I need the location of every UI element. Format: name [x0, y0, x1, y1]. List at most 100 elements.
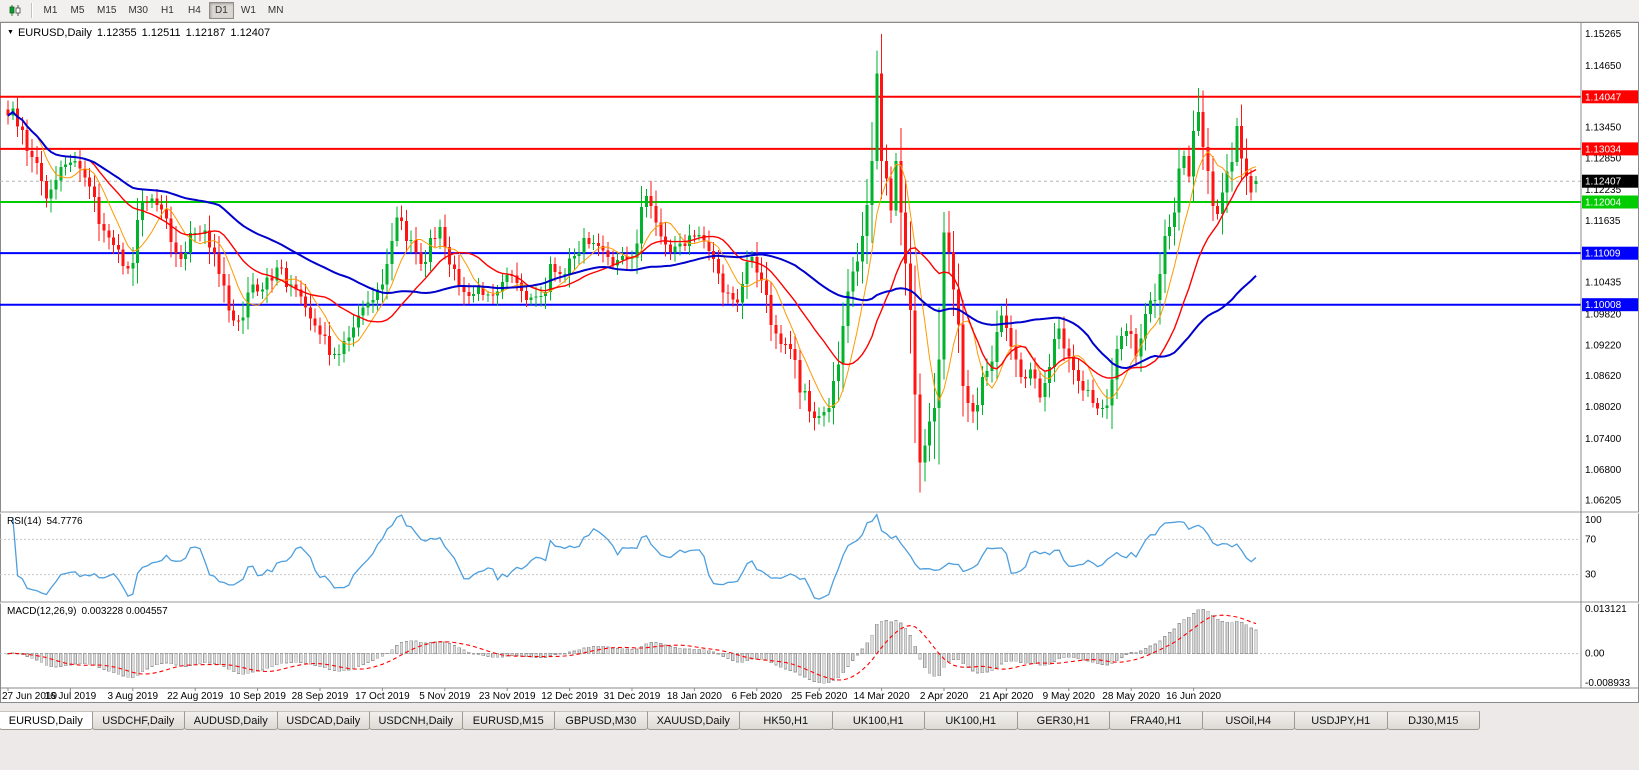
macd-indicator-label: MACD(12,26,9) 0.003228 0.004557: [7, 606, 168, 617]
date-label: 22 Aug 2019: [167, 691, 224, 702]
chart-type-icon[interactable]: [3, 2, 27, 20]
date-label: 2 Apr 2020: [920, 691, 969, 702]
moving-average-18: [7, 111, 1257, 379]
date-label: 14 Mar 2020: [854, 691, 911, 702]
macd-values: 0.003228 0.004557: [81, 606, 168, 617]
chart-tab-usoil-h4[interactable]: USOil,H4: [1201, 711, 1295, 730]
date-label: 6 Feb 2020: [731, 691, 782, 702]
chart-tab-hk50-h1[interactable]: HK50,H1: [739, 711, 833, 730]
hline-price-label[interactable]: 1.10008: [1582, 298, 1638, 312]
hline-price-label[interactable]: 1.11009: [1582, 246, 1638, 260]
hline-price-label[interactable]: 1.13034: [1582, 142, 1638, 155]
rsi-name: RSI(14): [7, 516, 42, 527]
price-tick-label: 1.08620: [1585, 371, 1622, 382]
price-scale[interactable]: 1.15265 1.14650 1.13450 1.12850 1.12235 1.116…: [1585, 29, 1622, 506]
timeframe-button-m5[interactable]: M5: [65, 2, 90, 19]
date-label: 10 Sep 2019: [229, 691, 286, 702]
moving-average-45: [7, 110, 1257, 370]
date-label: 16 Jun 2020: [1166, 691, 1221, 702]
chart-tab-gbpusd-m30[interactable]: GBPUSD,M30: [554, 711, 648, 730]
date-label: 17 Oct 2019: [355, 691, 410, 702]
chart-tab-eurusd-m15[interactable]: EURUSD,M15: [461, 711, 555, 730]
date-label: 31 Dec 2019: [604, 691, 661, 702]
chart-title: ▼ EURUSD,Daily 1.12355 1.12511 1.12187 1.1240…: [7, 27, 270, 39]
date-label: 21 Apr 2020: [979, 691, 1033, 702]
timeframe-button-m15[interactable]: M15: [92, 2, 121, 19]
price-tick-label: 1.12235: [1585, 185, 1622, 196]
open-value: 1.12355: [96, 27, 137, 39]
current-price-label[interactable]: 1.12407: [1582, 174, 1638, 188]
timeframe-toolbar: M1 M5 M15 M30 H1 H4 D1 W1 MN: [0, 0, 1639, 22]
date-label: 23 Nov 2019: [479, 691, 536, 702]
price-tick-label: 1.12850: [1585, 153, 1622, 164]
hline-price-label[interactable]: 1.12004: [1582, 195, 1638, 209]
candlesticks: [6, 33, 1258, 493]
candlestick-icon: [9, 5, 21, 16]
chart-tab-ger30-h1[interactable]: GER30,H1: [1016, 711, 1110, 730]
chart-tabs-bar: EURUSD,Daily USDCHF,Daily AUDUSD,Daily USDC…: [0, 711, 1639, 730]
chart-tab-fra40-h1[interactable]: FRA40,H1: [1109, 711, 1203, 730]
timeframe-button-mn[interactable]: MN: [263, 2, 289, 19]
date-label: 3 Aug 2019: [107, 691, 158, 702]
timeframe-button-m1[interactable]: M1: [38, 2, 63, 19]
date-label: 16 Jul 2019: [45, 691, 97, 702]
date-label: 12 Dec 2019: [541, 691, 598, 702]
macd-histogram: [6, 609, 1258, 684]
price-tick-label: 1.06205: [1585, 495, 1622, 506]
macd-scale-label: 0.013121: [1585, 604, 1627, 615]
timeframe-button-d1[interactable]: D1: [208, 2, 234, 19]
price-tick-label: 1.06800: [1585, 465, 1622, 476]
chart-tab-usdcad-daily[interactable]: USDCAD,Daily: [276, 711, 370, 730]
rsi-indicator-label: RSI(14) 54.7776: [7, 516, 83, 527]
chart-tab-xauusd-daily[interactable]: XAUUSD,Daily: [646, 711, 740, 730]
chart-tab-usdjpy-h1[interactable]: USDJPY,H1: [1294, 711, 1388, 730]
rsi-value: 54.7776: [46, 516, 83, 527]
svg-text:1.14047: 1.14047: [1585, 92, 1622, 103]
low-value: 1.12187: [185, 27, 226, 39]
rsi-scale-label: 70: [1585, 534, 1597, 545]
chart-tab-usdchf-daily[interactable]: USDCHF,Daily: [91, 711, 185, 730]
date-label: 9 May 2020: [1043, 691, 1096, 702]
timeframe-button-m30[interactable]: M30: [123, 2, 152, 19]
close-value: 1.12407: [230, 27, 271, 39]
price-tick-label: 1.11635: [1585, 216, 1621, 227]
chart-tab-eurusd-daily[interactable]: EURUSD,Daily: [0, 711, 93, 730]
timeframe-button-w1[interactable]: W1: [236, 2, 261, 19]
svg-text:1.11009: 1.11009: [1585, 249, 1621, 260]
chart-tab-dj30-m15[interactable]: DJ30,M15: [1386, 711, 1480, 730]
date-label: 5 Nov 2019: [419, 691, 471, 702]
timeframe-button-h1[interactable]: H1: [155, 2, 180, 19]
chart-tab-usdcnh-daily[interactable]: USDCNH,Daily: [369, 711, 463, 730]
svg-text:1.12004: 1.12004: [1585, 197, 1622, 208]
price-chart-canvas[interactable]: 1.15265 1.14650 1.13450 1.12850 1.12235 1.116…: [0, 0, 1639, 704]
timeframe-button-h4[interactable]: H4: [182, 2, 207, 19]
chart-tab-uk100-h1[interactable]: UK100,H1: [831, 711, 925, 730]
hline-price-label[interactable]: 1.14047: [1582, 90, 1638, 104]
macd-name: MACD(12,26,9): [7, 606, 77, 617]
svg-text:1.10008: 1.10008: [1585, 300, 1622, 311]
dropdown-triangle-icon: ▼: [7, 29, 14, 36]
date-label: 28 May 2020: [1102, 691, 1160, 702]
date-label: 18 Jan 2020: [667, 691, 722, 702]
date-label: 28 Sep 2019: [292, 691, 349, 702]
price-tick-label: 1.13450: [1585, 123, 1622, 134]
date-label: 27 Jun 2019: [2, 691, 57, 702]
price-tick-label: 1.08020: [1585, 402, 1622, 413]
chart-tab-audusd-daily[interactable]: AUDUSD,Daily: [184, 711, 278, 730]
price-tick-label: 1.10435: [1585, 278, 1622, 289]
symbol-period-label: EURUSD,Daily: [17, 27, 92, 39]
svg-text:1.12407: 1.12407: [1585, 177, 1622, 188]
timeframe-button-group: M1 M5 M15 M30 H1 H4 D1 W1 MN: [37, 2, 289, 19]
toolbar-separator: [31, 3, 33, 18]
price-tick-label: 1.14650: [1585, 61, 1622, 72]
rsi-scale-label: 100: [1585, 515, 1602, 526]
macd-signal-line: [7, 614, 1257, 681]
macd-scale-label: -0.008933: [1585, 678, 1630, 689]
chart-tab-uk100-h1[interactable]: UK100,H1: [924, 711, 1018, 730]
rsi-line: [12, 513, 1257, 600]
price-tick-label: 1.09820: [1585, 309, 1622, 320]
macd-scale-label: 0.00: [1585, 649, 1605, 660]
high-value: 1.12511: [141, 27, 181, 39]
chart-background: [0, 22, 1639, 703]
